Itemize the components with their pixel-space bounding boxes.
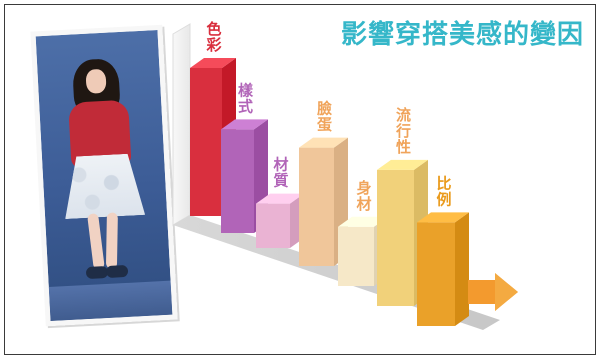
bar-top-4 — [299, 137, 348, 148]
bar-front-3 — [256, 203, 290, 248]
bar-label-7: 比例 — [436, 174, 451, 208]
chart-backwall — [172, 23, 191, 226]
bar-label-5: 身材 — [356, 179, 371, 213]
chart-title: 影響穿搭美感的變因 — [340, 20, 584, 50]
bar-front-1 — [190, 68, 222, 216]
bar-top-7 — [417, 212, 469, 223]
bar-label-3: 材質 — [273, 156, 288, 190]
bar-label-2: 樣式 — [238, 81, 254, 115]
bar-top-6 — [377, 159, 428, 170]
bar-top-3 — [256, 193, 304, 204]
bar-side-7 — [455, 212, 469, 326]
bar-front-7 — [417, 222, 455, 326]
bar-front-6 — [377, 169, 414, 306]
bar-front-4 — [299, 147, 334, 266]
bar-7 — [417, 212, 469, 326]
bar-top-5 — [338, 216, 388, 227]
bar-3 — [256, 193, 304, 248]
bar-top-1 — [190, 58, 236, 68]
bar-front-5 — [338, 226, 374, 286]
bar-label-4: 臉蛋 — [317, 100, 332, 134]
bar-top-2 — [221, 119, 268, 130]
bar-label-1: 色彩 — [205, 20, 221, 54]
bar-label-6: 流行性 — [395, 106, 411, 156]
bar-front-2 — [221, 129, 254, 233]
arrow-right-icon — [468, 273, 518, 311]
